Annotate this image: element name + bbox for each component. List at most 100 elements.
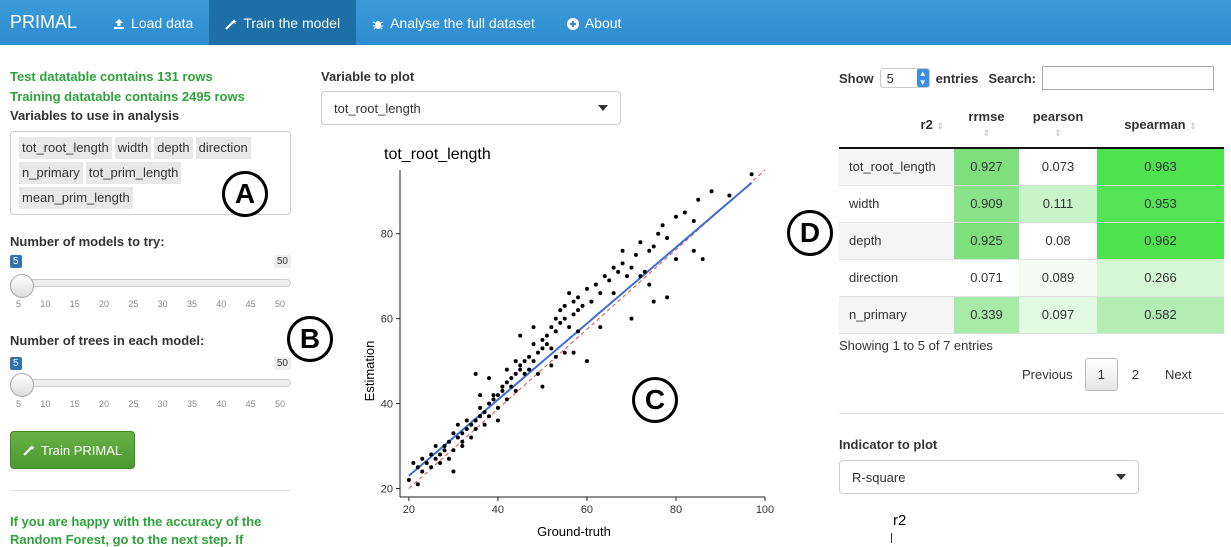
metric-cell: 0.266 bbox=[1097, 259, 1224, 297]
data-point bbox=[602, 274, 607, 279]
table-row[interactable]: n_primary 0.339 0.097 0.582 bbox=[839, 296, 1224, 334]
metric-cell: 0.953 bbox=[1097, 185, 1224, 223]
data-point bbox=[576, 308, 581, 313]
col-header-spearman[interactable]: spearman ⇕ bbox=[1097, 101, 1224, 149]
data-point bbox=[500, 384, 505, 389]
page-2-button[interactable]: 2 bbox=[1131, 367, 1140, 382]
slider-track[interactable] bbox=[10, 379, 291, 387]
data-point bbox=[651, 244, 656, 249]
variable-tag[interactable]: mean_prim_length bbox=[19, 187, 133, 209]
data-point bbox=[424, 461, 429, 466]
data-point bbox=[633, 252, 638, 257]
brand[interactable]: PRIMAL bbox=[10, 12, 78, 32]
chart-marks bbox=[406, 169, 766, 489]
nav-about[interactable]: About bbox=[551, 0, 638, 45]
mini-chart-axis bbox=[891, 533, 892, 543]
row-name-cell: direction bbox=[839, 259, 954, 297]
data-point bbox=[584, 286, 589, 291]
variable-to-plot-label: Variable to plot bbox=[321, 69, 415, 84]
slider-track[interactable] bbox=[10, 279, 291, 287]
trees-max: 50 bbox=[273, 357, 291, 370]
metric-cell: 0.339 bbox=[954, 296, 1019, 334]
models-label: Number of models to try: bbox=[10, 234, 165, 249]
slider-handle[interactable] bbox=[10, 373, 34, 397]
table-row[interactable]: tot_root_length 0.927 0.073 0.963 bbox=[839, 148, 1224, 186]
data-point bbox=[518, 363, 523, 368]
data-point bbox=[629, 265, 634, 270]
data-point bbox=[584, 359, 589, 364]
data-point bbox=[589, 299, 594, 304]
data-point bbox=[553, 354, 558, 359]
slider-ticks: 5 10 15 20 25 30 35 40 45 50 bbox=[10, 399, 291, 409]
variable-select[interactable]: tot_root_length bbox=[321, 91, 621, 125]
x-tick-label: 80 bbox=[670, 504, 682, 516]
show-label: Show bbox=[839, 70, 874, 86]
data-point bbox=[442, 444, 447, 449]
metric-cell: 0.963 bbox=[1097, 148, 1224, 186]
table-row[interactable]: depth 0.925 0.08 0.962 bbox=[839, 222, 1224, 260]
data-point bbox=[651, 299, 656, 304]
annotation-d: D bbox=[787, 210, 833, 256]
pagination: Previous 1 2 Next bbox=[1010, 358, 1204, 391]
variable-tag[interactable]: direction bbox=[195, 137, 251, 159]
entries-select[interactable]: 5 ▲ ▼ bbox=[879, 68, 930, 88]
data-point bbox=[518, 333, 523, 338]
sort-icon: ⇕ bbox=[1054, 128, 1062, 138]
variable-tag[interactable]: tot_prim_length bbox=[85, 162, 182, 184]
models-slider[interactable]: 5 50 5 10 15 20 25 30 35 40 45 50 bbox=[10, 255, 291, 309]
data-point bbox=[420, 469, 425, 474]
row-name-cell: tot_root_length bbox=[839, 148, 954, 186]
trees-label: Number of trees in each model: bbox=[10, 333, 205, 348]
data-point bbox=[549, 325, 554, 330]
data-point bbox=[540, 337, 545, 342]
col-header-pearson[interactable]: pearson ⇕ bbox=[1019, 101, 1097, 149]
metric-cell: 0.927 bbox=[954, 148, 1019, 186]
data-point bbox=[571, 350, 576, 355]
variable-tag[interactable]: width bbox=[114, 137, 152, 159]
annotation-b: B bbox=[287, 316, 333, 362]
col-label: spearman bbox=[1124, 116, 1186, 132]
previous-button[interactable]: Previous bbox=[1022, 367, 1073, 382]
data-point bbox=[629, 316, 634, 321]
indicator-select[interactable]: R-square bbox=[839, 460, 1139, 494]
tick: 50 bbox=[274, 299, 285, 309]
page-1-button[interactable]: 1 bbox=[1084, 358, 1118, 391]
data-point bbox=[571, 299, 576, 304]
x-tick-label: 40 bbox=[492, 504, 504, 516]
search-input[interactable] bbox=[1042, 66, 1215, 90]
col-header-r2[interactable]: r2 ⇕ bbox=[839, 101, 954, 149]
trees-slider[interactable]: 5 50 5 10 15 20 25 30 35 40 45 50 bbox=[10, 357, 291, 409]
tick: 5 bbox=[16, 399, 22, 409]
variable-tag[interactable]: n_primary bbox=[19, 162, 83, 184]
variable-tag[interactable]: tot_root_length bbox=[19, 137, 112, 159]
tick: 10 bbox=[40, 399, 51, 409]
data-point bbox=[625, 274, 630, 279]
next-button[interactable]: Next bbox=[1165, 367, 1192, 382]
variable-tag[interactable]: depth bbox=[154, 137, 193, 159]
nav-load-data[interactable]: Load data bbox=[97, 0, 209, 45]
data-point bbox=[540, 384, 545, 389]
data-point bbox=[478, 405, 483, 410]
tick: 45 bbox=[245, 399, 256, 409]
chart-axes: 20 40 60 80 100 20 40 60 80 bbox=[381, 170, 774, 516]
tick: 45 bbox=[245, 299, 256, 309]
entries-value: 5 bbox=[886, 70, 894, 86]
slider-handle[interactable] bbox=[10, 274, 34, 298]
data-point bbox=[544, 342, 549, 347]
nav-label: About bbox=[584, 14, 622, 31]
nav-analyse[interactable]: Analyse the full dataset bbox=[356, 0, 551, 45]
data-point bbox=[518, 367, 523, 372]
table-row[interactable]: width 0.909 0.111 0.953 bbox=[839, 185, 1224, 223]
table-row[interactable]: direction 0.071 0.089 0.266 bbox=[839, 259, 1224, 297]
col-header-rrmse[interactable]: rrmse ⇕ bbox=[954, 101, 1019, 149]
tick: 15 bbox=[69, 299, 80, 309]
train-primal-button[interactable]: Train PRIMAL bbox=[10, 431, 136, 469]
entries-label: entries bbox=[935, 70, 979, 86]
data-point bbox=[429, 465, 434, 470]
nav-train-model[interactable]: Train the model bbox=[209, 0, 357, 45]
data-point bbox=[491, 393, 496, 398]
tick: 20 bbox=[98, 399, 109, 409]
variables-input[interactable]: tot_root_length width depth direction n_… bbox=[10, 131, 291, 215]
data-point bbox=[469, 435, 474, 440]
x-tick-label: 20 bbox=[403, 504, 415, 516]
